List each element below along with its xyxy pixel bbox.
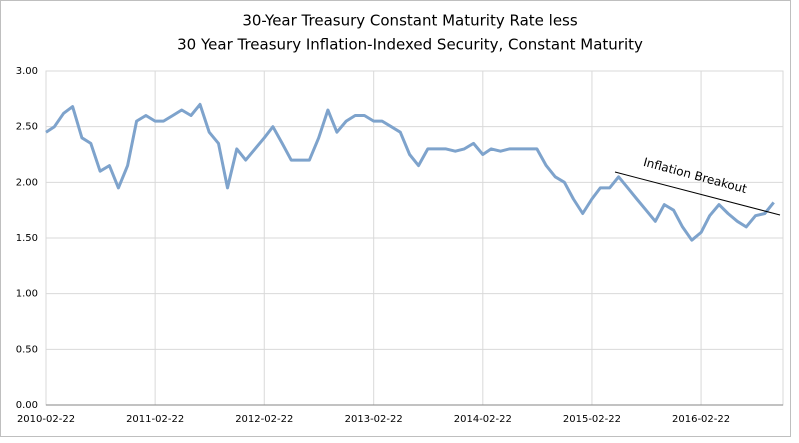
y-tick-label: 2.00 [16, 177, 38, 188]
chart-border [0, 0, 791, 437]
y-tick-label: 1.00 [16, 289, 38, 300]
x-tick-label: 2011-02-22 [126, 414, 184, 425]
y-tick-label: 0.50 [16, 344, 38, 355]
y-tick-label: 0.00 [16, 400, 38, 411]
trend-line [614, 171, 781, 216]
chart-title: 30 Year Treasury Inflation-Indexed Secur… [177, 36, 643, 54]
x-tick-label: 2013-02-22 [345, 414, 403, 425]
chart-title: 30-Year Treasury Constant Maturity Rate … [242, 12, 578, 30]
x-tick-label: 2016-02-22 [672, 414, 730, 425]
plot-area: 0.00 0.50 1.00 1.50 2.00 2.50 3.00 2010-02-22 20… [16, 66, 784, 425]
x-tick-label: 2014-02-22 [454, 414, 512, 425]
data-line [45, 102, 775, 242]
x-tick-label: 2015-02-22 [563, 414, 621, 425]
x-tick-label: 2010-02-22 [17, 414, 75, 425]
y-tick-label: 2.50 [16, 122, 38, 133]
x-tick-label: 2012-02-22 [235, 414, 293, 425]
y-tick-label: 1.50 [16, 233, 38, 244]
y-tick-label: 3.00 [16, 66, 38, 77]
